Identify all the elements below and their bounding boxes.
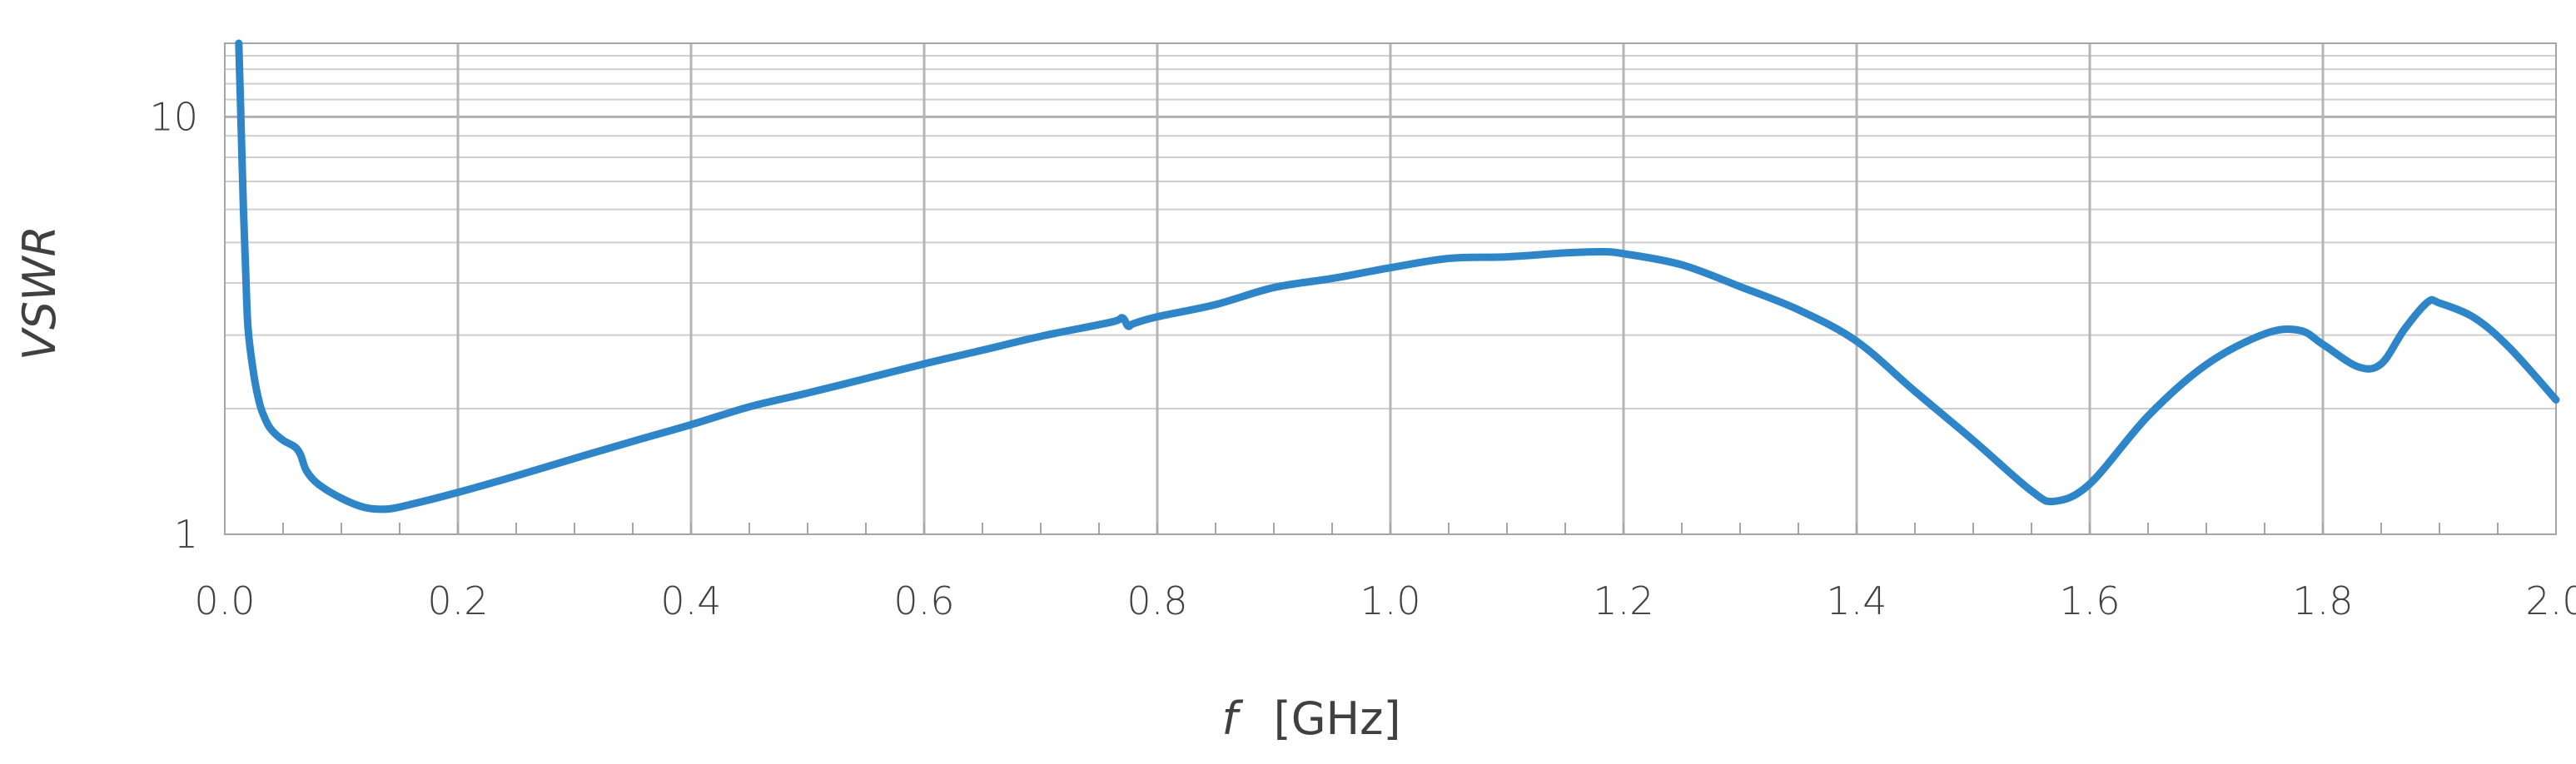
x-tick-label: 1.2 <box>1593 578 1654 623</box>
vswr-series-line <box>235 39 2560 513</box>
x-axis-symbol: f <box>1221 692 1243 745</box>
x-tick-label: 1.0 <box>1360 578 1420 623</box>
x-axis-ticks <box>224 523 2557 534</box>
x-tick-label: 1.8 <box>2292 578 2353 623</box>
x-tick-label: 2.0 <box>2525 578 2576 623</box>
grid-lines <box>225 43 2556 534</box>
x-tick-label: 0.6 <box>893 578 954 623</box>
x-tick-label: 1.6 <box>2059 578 2120 623</box>
x-axis-unit: [GHz] <box>1274 692 1401 745</box>
y-tick-label: 10 <box>149 94 198 139</box>
x-axis-title: f [GHz] <box>1221 692 1400 745</box>
y-tick-label: 1 <box>174 512 198 557</box>
x-tick-label: 0.4 <box>660 578 721 623</box>
y-axis-tick-labels: 1 10 <box>149 94 198 557</box>
x-tick-label: 0.2 <box>427 578 488 623</box>
x-tick-label: 0.8 <box>1126 578 1187 623</box>
y-axis-title: VSWR <box>13 226 66 360</box>
x-tick-label: 1.4 <box>1826 578 1887 623</box>
x-axis-tick-labels: 0.0 0.2 0.4 0.6 0.8 1.0 1.2 1.4 1.6 1.8 2.0 <box>194 578 2576 623</box>
x-tick-label: 0.0 <box>194 578 255 623</box>
